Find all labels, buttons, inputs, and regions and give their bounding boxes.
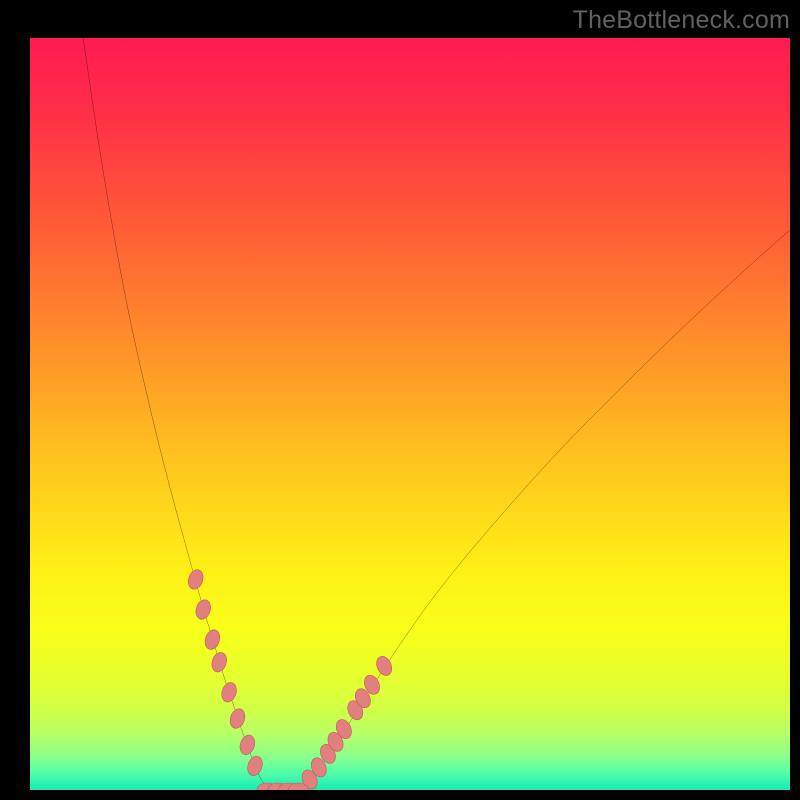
- data-marker: [194, 598, 213, 621]
- data-marker: [209, 650, 228, 673]
- data-marker: [186, 568, 205, 591]
- data-marker: [374, 654, 395, 678]
- watermark-text: TheBottleneck.com: [573, 6, 790, 35]
- data-marker: [219, 681, 238, 704]
- data-marker: [203, 628, 222, 651]
- chart-frame: [30, 38, 790, 790]
- data-marker: [245, 754, 264, 777]
- data-markers: [30, 38, 790, 790]
- data-marker: [238, 733, 257, 756]
- plot-area: [30, 38, 790, 790]
- data-marker: [228, 707, 247, 730]
